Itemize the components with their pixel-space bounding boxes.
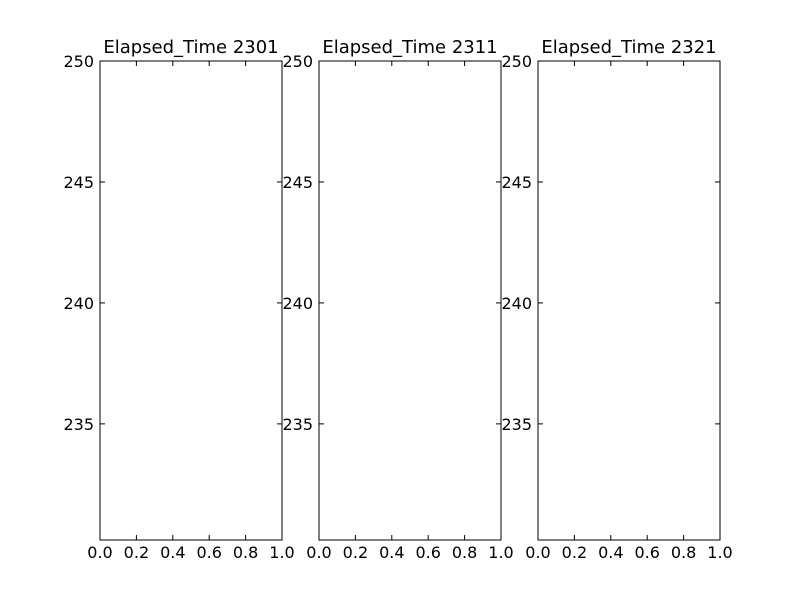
x-tick-label: 0.6: [415, 543, 440, 562]
y-tick-label: 240: [282, 294, 313, 313]
axes-frame: [318, 60, 502, 541]
x-tick-label: 0.4: [160, 543, 185, 562]
x-tick-label: 0.2: [343, 543, 368, 562]
y-tick-label: 250: [282, 52, 313, 71]
y-tick-label: 235: [501, 415, 532, 434]
x-tick-label: 1.0: [488, 543, 513, 562]
y-tick-label: 250: [501, 52, 532, 71]
y-tick-label: 245: [501, 173, 532, 192]
x-tick-label: 0.0: [525, 543, 550, 562]
subplot-title: Elapsed_Time 2321: [541, 37, 716, 58]
y-axis: 235 240 245 250: [63, 52, 282, 434]
y-tick-label: 245: [63, 173, 94, 192]
x-tick-label: 0.0: [87, 543, 112, 562]
x-tick-label: 0.8: [233, 543, 258, 562]
y-axis: 235 240 245 250: [501, 52, 720, 434]
x-tick-label: 0.8: [671, 543, 696, 562]
x-axis: 0.0 0.2 0.4 0.6 0.8 1.0: [87, 61, 295, 562]
x-tick-label: 0.0: [306, 543, 331, 562]
axes-frame: [537, 60, 721, 541]
x-tick-label: 0.8: [452, 543, 477, 562]
x-axis: 0.0 0.2 0.4 0.6 0.8 1.0: [525, 61, 733, 562]
subplot-2: Elapsed_Time 2311 0.0 0.2 0.4 0.6 0.8 1.0 235…: [282, 37, 513, 562]
axes-frame: [99, 60, 283, 541]
x-tick-label: 1.0: [269, 543, 294, 562]
x-tick-label: 0.4: [598, 543, 623, 562]
y-tick-label: 245: [282, 173, 313, 192]
subplot-title: Elapsed_Time 2311: [322, 37, 497, 58]
y-tick-label: 240: [63, 294, 94, 313]
subplot-1: Elapsed_Time 2301 0.0 0.2 0.4 0.6 0.8 1.0 235…: [63, 37, 294, 562]
x-tick-label: 1.0: [707, 543, 732, 562]
x-axis: 0.0 0.2 0.4 0.6 0.8 1.0: [306, 61, 514, 562]
x-tick-label: 0.2: [562, 543, 587, 562]
y-tick-label: 235: [63, 415, 94, 434]
x-tick-label: 0.4: [379, 543, 404, 562]
x-tick-label: 0.2: [124, 543, 149, 562]
y-tick-label: 235: [282, 415, 313, 434]
x-tick-label: 0.6: [196, 543, 221, 562]
y-tick-label: 250: [63, 52, 94, 71]
subplot-title: Elapsed_Time 2301: [103, 37, 278, 58]
y-axis: 235 240 245 250: [282, 52, 501, 434]
x-tick-label: 0.6: [634, 543, 659, 562]
subplot-3: Elapsed_Time 2321 0.0 0.2 0.4 0.6 0.8 1.0 235…: [501, 37, 732, 562]
y-tick-label: 240: [501, 294, 532, 313]
